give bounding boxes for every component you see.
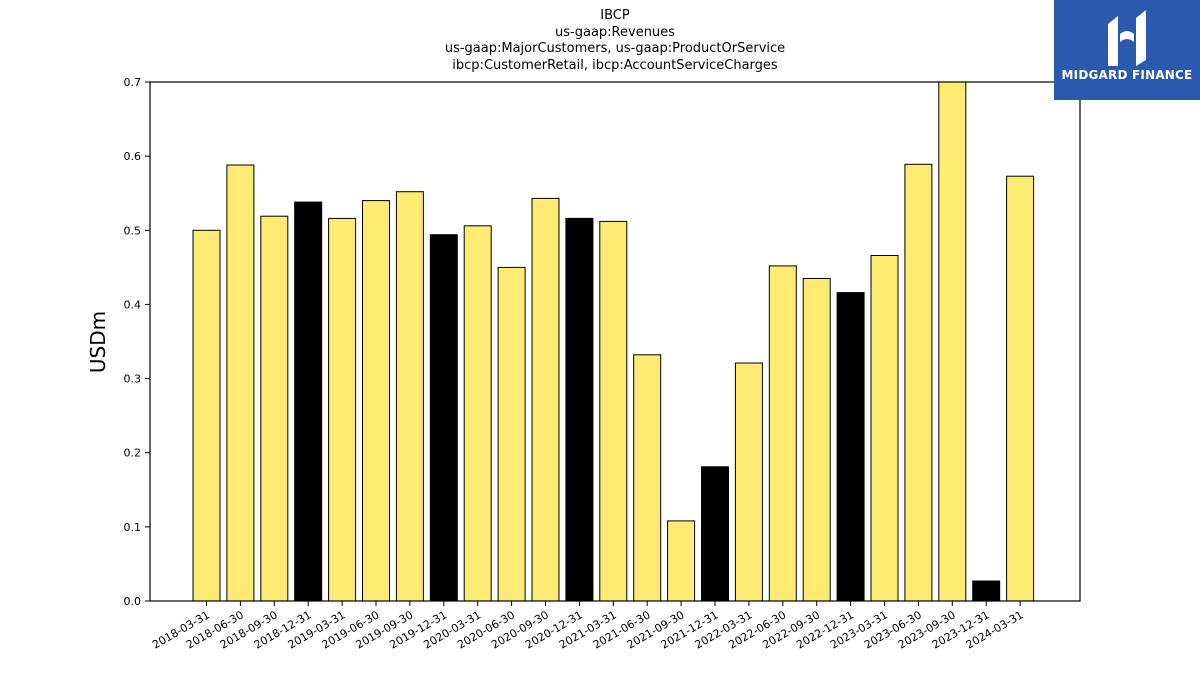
- logo-mark-icon: [1108, 10, 1146, 66]
- bars-group: [192, 81, 1035, 602]
- y-tick-label: 0.4: [124, 298, 142, 311]
- bar-2021-09-30: [667, 520, 696, 602]
- y-tick-label: 0.5: [124, 224, 142, 237]
- bar-2022-06-30: [768, 265, 797, 602]
- y-tick-label: 0.3: [124, 373, 142, 386]
- chart-title: IBCP us-gaap:Revenues us-gaap:MajorCusto…: [0, 8, 1200, 74]
- bar-2019-03-31: [328, 217, 357, 602]
- bar-2020-03-31: [463, 225, 492, 602]
- plot-frame: [149, 81, 1081, 602]
- y-tick-label: 0.7: [124, 76, 142, 89]
- midgard-finance-logo: MIDGARD FINANCE: [1054, 0, 1200, 100]
- chart-title-line-1: IBCP: [600, 8, 630, 23]
- bar-2019-09-30: [395, 191, 424, 602]
- bar-2020-12-31: [565, 217, 594, 602]
- bar-2018-09-30: [260, 215, 289, 602]
- bar-2023-12-31: [972, 580, 1001, 602]
- bar-2019-06-30: [362, 200, 390, 602]
- bar-2023-06-30: [904, 163, 933, 602]
- bar-2018-06-30: [226, 164, 255, 602]
- bar-2018-12-31: [294, 201, 323, 602]
- bar-2022-03-31: [734, 362, 763, 602]
- bar-2023-09-30: [938, 81, 967, 602]
- y-axis: 0.0 0.1 0.2 0.3 0.4 0.5 0.6 0.7: [124, 76, 150, 608]
- chart-title-line-4: ibcp:CustomerRetail, ibcp:AccountService…: [452, 57, 778, 73]
- bar-2024-03-31: [1006, 175, 1035, 602]
- logo-text: MIDGARD FINANCE: [1061, 68, 1193, 82]
- chart-title-line-2: us-gaap:Revenues: [555, 24, 675, 40]
- y-tick-label: 0.6: [124, 150, 142, 163]
- y-axis-label: USDm: [86, 311, 110, 373]
- bar-2021-06-30: [633, 354, 662, 602]
- x-axis: 2018-03-312018-06-302018-09-302018-12-31…: [150, 601, 1026, 652]
- bar-2022-12-31: [836, 292, 865, 602]
- bar-2021-03-31: [599, 220, 628, 602]
- bar-2020-06-30: [497, 266, 526, 602]
- chart-title-line-3: us-gaap:MajorCustomers, us-gaap:ProductO…: [444, 41, 786, 56]
- y-tick-label: 0.1: [124, 521, 142, 534]
- bar-2019-12-31: [429, 234, 458, 602]
- bar-2018-03-31: [192, 229, 221, 602]
- bar-2020-09-30: [531, 197, 560, 602]
- bar-2023-03-31: [870, 255, 899, 602]
- y-tick-label: 0.2: [124, 447, 142, 460]
- bar-2021-12-31: [701, 466, 729, 602]
- bar-2022-09-30: [802, 278, 831, 602]
- y-tick-label: 0.0: [124, 595, 142, 608]
